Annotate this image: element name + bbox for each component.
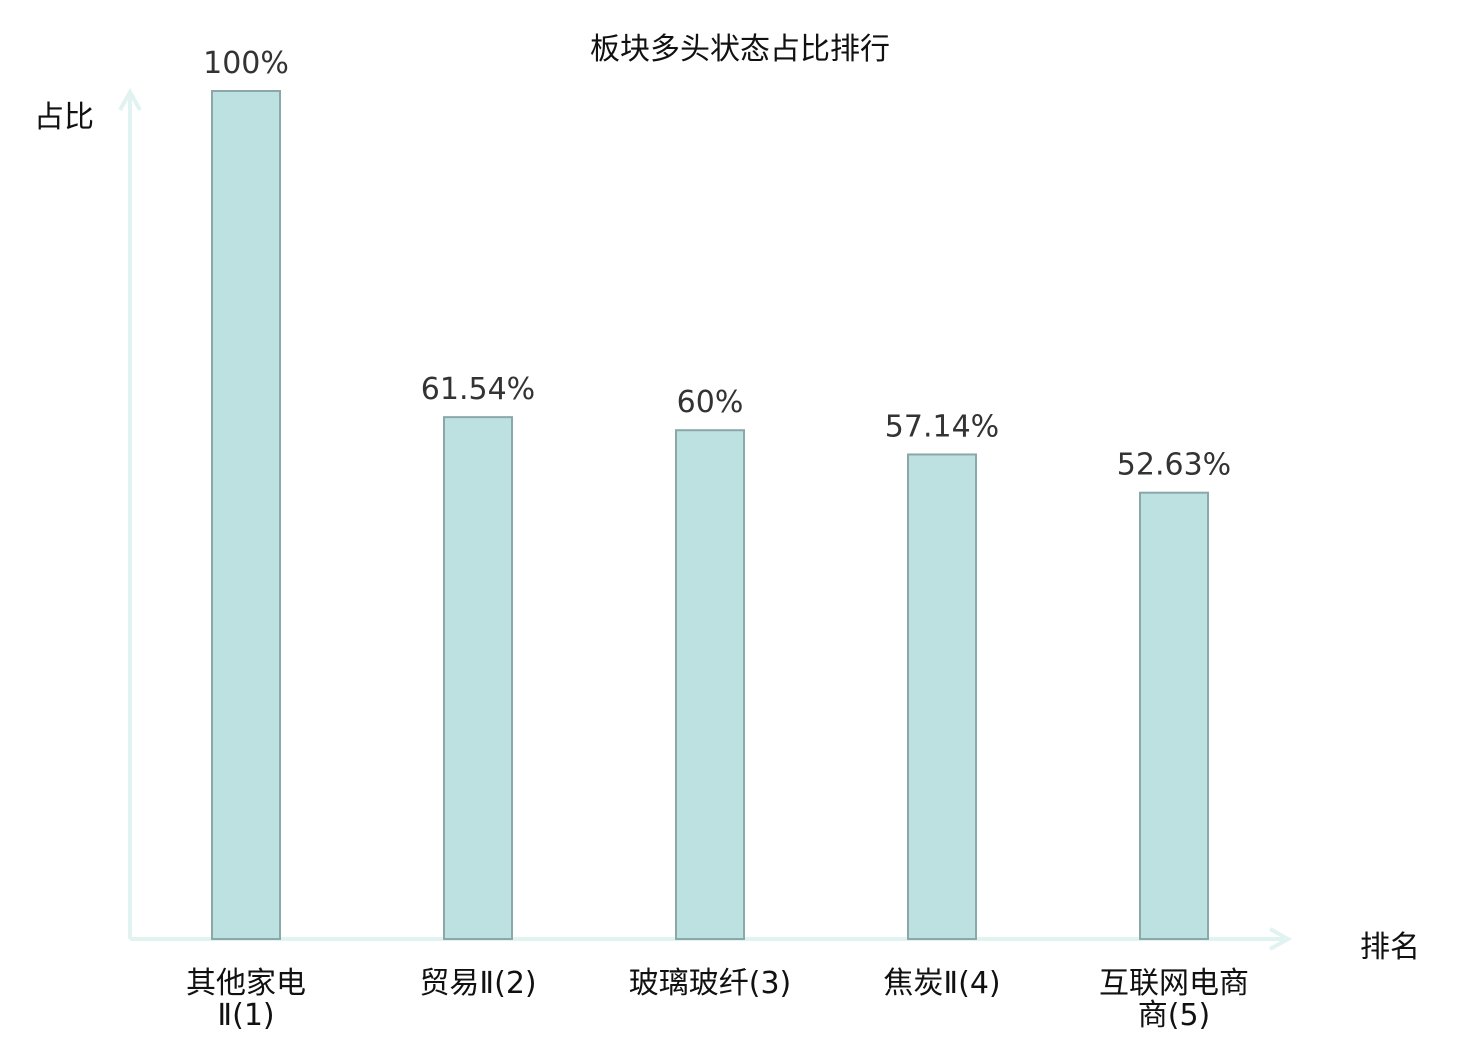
category-label-2: 贸易Ⅱ(2) [419,966,536,1001]
category-label-3: 玻璃玻纤(3) [629,966,792,1001]
bar-value-label-5: 52.63% [1117,448,1231,483]
x-axis-arrow [1269,927,1293,951]
bar-3 [675,429,745,940]
category-label-5-line-2: 商(5) [1138,998,1211,1033]
category-label-1-line-1: 其他家电 [186,966,306,1001]
x-axis-label: 排名 [1360,930,1420,965]
category-label-5-line-1: 互联网电商 [1099,966,1249,1001]
bar-value-label-1: 100% [203,46,289,81]
bar-2 [443,416,513,940]
bar-value-label-3: 60% [677,385,744,420]
y-axis-arrow [118,87,142,111]
chart-title: 板块多头状态占比排行 [590,32,890,67]
category-label-4: 焦炭Ⅱ(4) [883,966,1000,1001]
category-label-1-line-2: Ⅱ(1) [217,998,274,1033]
bar-value-label-2: 61.54% [421,372,535,407]
y-axis-label: 占比 [34,100,94,135]
bar-value-label-4: 57.14% [885,409,999,444]
bar-4 [907,453,977,940]
bar-5 [1139,491,1209,940]
bar-1 [211,90,281,940]
